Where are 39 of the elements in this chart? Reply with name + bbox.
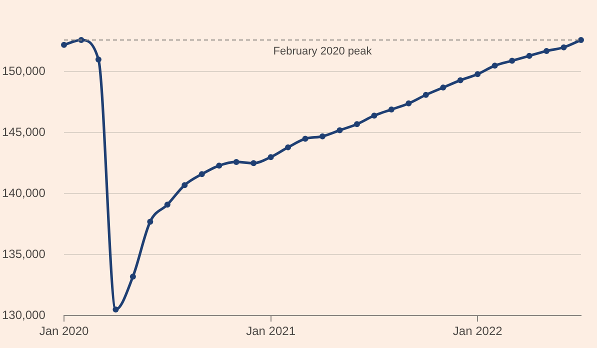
point (440, 84, 446, 91)
x-tick-label: Jan 2022 (452, 324, 503, 338)
y-tick-label: 140,000 (2, 186, 46, 200)
point (112, 306, 119, 313)
point (474, 71, 481, 78)
point (95, 56, 102, 63)
point (130, 274, 136, 280)
point (544, 48, 550, 54)
point (268, 154, 274, 160)
point (406, 100, 412, 106)
y-tick-label: 130,000 (2, 308, 46, 322)
point (354, 121, 360, 128)
point (320, 133, 326, 140)
point (336, 127, 343, 134)
y-tick-label: 150,000 (2, 64, 46, 78)
point (182, 182, 188, 188)
y-tick-label: 135,000 (2, 246, 46, 261)
point (198, 171, 205, 178)
point (233, 158, 240, 165)
point (388, 106, 394, 113)
point (492, 62, 498, 69)
point (560, 44, 567, 50)
x-tick-label: Jan 2020 (39, 324, 90, 338)
point (61, 42, 67, 48)
point (164, 202, 170, 208)
point (422, 92, 429, 98)
point (147, 218, 154, 225)
point (526, 52, 532, 59)
point (285, 144, 292, 150)
point (457, 77, 464, 84)
ref-line-label: February 2020 peak (273, 46, 372, 58)
x-tick-label: Jan 2021 (246, 324, 296, 338)
point (216, 162, 222, 169)
point (250, 160, 257, 166)
y-tick-label: 145,000 (2, 124, 46, 139)
point (371, 112, 378, 119)
point (578, 37, 584, 43)
point (509, 58, 516, 64)
point (302, 136, 308, 142)
